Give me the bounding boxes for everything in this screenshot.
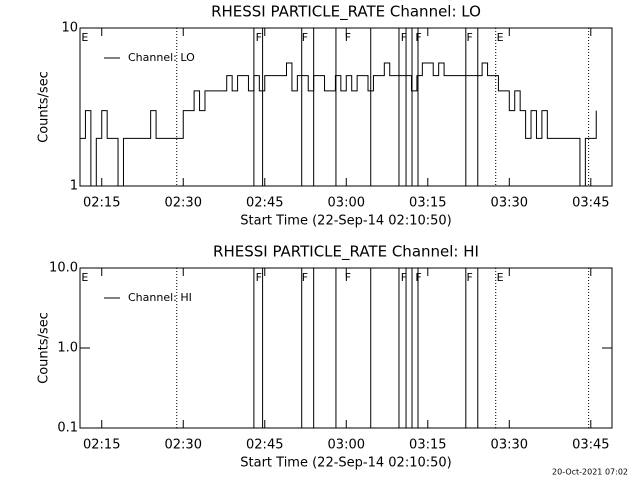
x-tick-label: 02:30 bbox=[165, 196, 202, 211]
flag-label: F bbox=[256, 271, 262, 284]
x-tick-label: 03:15 bbox=[409, 438, 446, 453]
x-tick-label: 03:30 bbox=[491, 196, 528, 211]
legend-label: Channel: LO bbox=[128, 51, 195, 64]
flag-label: F bbox=[345, 31, 351, 44]
x-tick-label: 02:15 bbox=[83, 196, 120, 211]
y-tick-label: 10 bbox=[61, 21, 78, 36]
flag-label: F bbox=[415, 271, 421, 284]
flag-label: E bbox=[497, 31, 504, 44]
y-tick-label: 10.0 bbox=[49, 261, 78, 276]
x-axis-label: Start Time (22-Sep-14 02:10:50) bbox=[240, 214, 451, 229]
x-tick-label: 03:00 bbox=[328, 196, 365, 211]
flag-label: F bbox=[466, 271, 472, 284]
flag-label: F bbox=[302, 271, 308, 284]
y-tick-label: 1 bbox=[70, 179, 78, 194]
y-tick-label: 1.0 bbox=[57, 341, 78, 356]
chart-title: RHESSI PARTICLE_RATE Channel: LO bbox=[211, 3, 481, 22]
flag-label: F bbox=[302, 31, 308, 44]
x-tick-label: 03:30 bbox=[491, 438, 528, 453]
y-axis-label: Counts/sec bbox=[37, 312, 52, 384]
x-tick-label: 02:30 bbox=[165, 438, 202, 453]
x-tick-label: 02:15 bbox=[83, 438, 120, 453]
flag-label: F bbox=[345, 271, 351, 284]
flag-label: E bbox=[81, 31, 88, 44]
footer: 20-Oct-2021 07:02 bbox=[552, 468, 628, 477]
flag-label: F bbox=[401, 271, 407, 284]
x-axis-label: Start Time (22-Sep-14 02:10:50) bbox=[240, 456, 451, 471]
flag-label: F bbox=[466, 31, 472, 44]
flag-label: F bbox=[415, 31, 421, 44]
data-line bbox=[80, 62, 597, 187]
x-tick-label: 03:15 bbox=[409, 196, 446, 211]
x-tick-label: 02:45 bbox=[246, 438, 283, 453]
chart-title: RHESSI PARTICLE_RATE Channel: HI bbox=[213, 243, 479, 262]
flag-label: F bbox=[256, 31, 262, 44]
x-tick-label: 03:45 bbox=[572, 438, 609, 453]
x-tick-label: 03:00 bbox=[328, 438, 365, 453]
flag-label: E bbox=[81, 271, 88, 284]
x-tick-label: 02:45 bbox=[246, 196, 283, 211]
y-tick-label: 0.1 bbox=[57, 421, 78, 436]
x-tick-label: 03:45 bbox=[572, 196, 609, 211]
flag-label: E bbox=[497, 271, 504, 284]
flag-label: F bbox=[401, 31, 407, 44]
y-axis-label: Counts/sec bbox=[37, 71, 52, 143]
legend-label: Channel: HI bbox=[128, 291, 192, 304]
